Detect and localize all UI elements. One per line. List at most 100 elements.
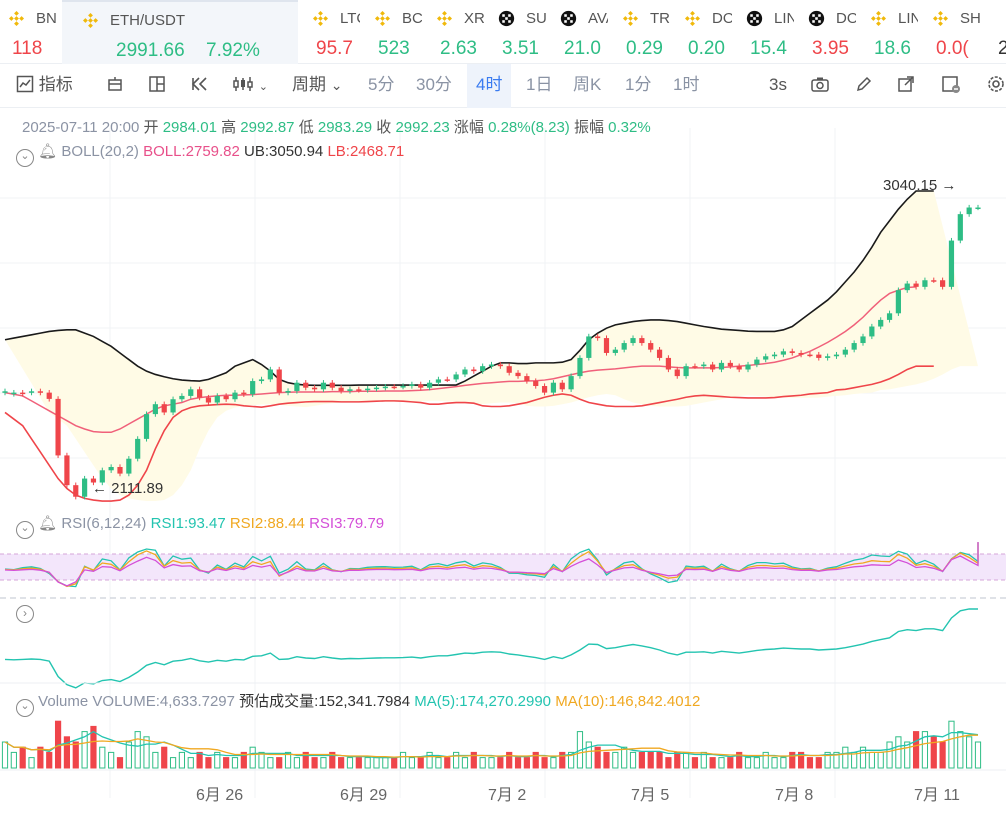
- low-annotation: ← 2111.89: [92, 480, 163, 497]
- candle-body: [99, 470, 105, 483]
- ticker-item[interactable]: SHIB/USDT 0.0(: [924, 0, 980, 64]
- volume-bar: [391, 757, 398, 769]
- candle-body: [179, 395, 185, 400]
- okx-icon: [746, 10, 763, 27]
- replay-button[interactable]: [190, 64, 210, 108]
- candle-body: [285, 390, 291, 393]
- volume-bar: [966, 736, 973, 769]
- candle-body: [559, 382, 565, 390]
- ticker-price: 2.63: [440, 38, 477, 59]
- price-chart-area[interactable]: 2025-07-11 20:00 开 2984.01 高 2992.87 低 2…: [0, 108, 1006, 813]
- ticker-item[interactable]: BCH/USDT 523: [366, 0, 422, 64]
- draw-button[interactable]: [855, 64, 873, 108]
- ticker-price: 0.20: [688, 38, 725, 59]
- ticker-item[interactable]: LTC/USDT 95.7: [304, 0, 360, 64]
- x-axis-label: 7月 11: [914, 787, 960, 804]
- volume-bar: [568, 751, 575, 769]
- screenshot-button[interactable]: [810, 64, 830, 108]
- snapshot-button[interactable]: [941, 64, 961, 108]
- volume-bar: [842, 746, 849, 769]
- layout-button[interactable]: [148, 64, 166, 108]
- candle-body: [214, 395, 220, 403]
- candle-body: [46, 392, 52, 399]
- ticker-item[interactable]: BNB/USDT 118: [0, 0, 56, 64]
- volume-bar: [523, 757, 530, 769]
- binance-icon: [8, 10, 25, 27]
- indicators-button[interactable]: 指标: [16, 64, 73, 108]
- ticker-item[interactable]: ETH/USDT 2991.66 7.92%: [62, 0, 298, 64]
- candle-body: [913, 283, 919, 287]
- ticker-symbol: XRP/USDT: [464, 10, 484, 27]
- interval-1d[interactable]: 1日: [526, 75, 553, 94]
- candle-body: [161, 404, 167, 413]
- candle-body: [550, 382, 557, 393]
- candle-body: [205, 397, 212, 403]
- candle-body: [391, 386, 397, 389]
- ticker-item[interactable]: SUI/USDT 3.51: [490, 0, 546, 64]
- candle-body: [683, 366, 689, 377]
- x-axis-label: 6月 29: [340, 787, 388, 804]
- volume-bar: [72, 741, 79, 769]
- volume-bar: [541, 757, 548, 769]
- volume-bar: [249, 746, 256, 769]
- volume-bar: [196, 751, 203, 769]
- volume-bar: [223, 757, 230, 769]
- ticker-price: 0.0(: [936, 38, 969, 59]
- interval-4h[interactable]: 4时: [467, 64, 512, 108]
- candlestick-chart[interactable]: [0, 108, 1006, 813]
- volume-bar: [408, 757, 415, 769]
- candle-body: [833, 354, 840, 357]
- interval-weekly[interactable]: 周K: [573, 75, 602, 94]
- volume-bar: [621, 746, 628, 769]
- volume-bar: [868, 751, 875, 769]
- candle-body: [621, 343, 627, 350]
- bell-icon[interactable]: 🔔︎: [38, 143, 58, 160]
- candle-type-button[interactable]: [106, 64, 124, 108]
- close-label: 收: [376, 119, 392, 136]
- ticker-item[interactable]: DOGE/USDT 0.20: [676, 0, 732, 64]
- expand-icon[interactable]: ›: [16, 605, 34, 623]
- ticker-item[interactable]: XRP/USDT 2.63: [428, 0, 484, 64]
- volume-bar: [37, 746, 44, 769]
- period-dropdown[interactable]: 周期 ⌄: [292, 64, 342, 108]
- volume-bar: [851, 751, 858, 769]
- ticker-item[interactable]: AVAX/USDT 21.0: [552, 0, 608, 64]
- boll-mid-value: BOLL:2759.82: [143, 143, 240, 160]
- candle-body: [630, 338, 636, 344]
- collapse-icon[interactable]: ⌄: [16, 699, 34, 717]
- volume-bar: [338, 757, 345, 769]
- candle-body: [541, 386, 548, 393]
- settings-button[interactable]: [986, 64, 1006, 108]
- close-value: 2992.23: [395, 119, 450, 136]
- volume-bar: [753, 757, 760, 769]
- ticker-item[interactable]: LINK/USDT 15.4: [738, 0, 794, 64]
- bell-icon[interactable]: 🔔︎: [38, 515, 58, 532]
- ticker-item[interactable]: LINK/USDT 18.6: [862, 0, 918, 64]
- candle-body: [603, 338, 610, 353]
- collapse-icon[interactable]: ⌄: [16, 521, 34, 539]
- interval-5m[interactable]: 5分: [368, 75, 395, 94]
- interval-1m[interactable]: 1分: [625, 75, 652, 94]
- popout-button[interactable]: [897, 64, 915, 108]
- ticker-symbol: BCH/USDT: [402, 10, 422, 27]
- ticker-item[interactable]: DOT/USDT 3.95: [800, 0, 856, 64]
- chevron-down-icon: ⌄: [330, 77, 343, 93]
- rewind-icon: [191, 77, 207, 91]
- interval-1h[interactable]: 1时: [673, 75, 700, 94]
- refresh-rate[interactable]: 3s: [769, 75, 787, 94]
- volume-bar: [320, 757, 327, 769]
- binance-icon: [932, 10, 949, 27]
- candle-body: [656, 349, 663, 358]
- candle-body: [780, 351, 786, 355]
- candle-body: [108, 466, 114, 471]
- candle-body: [851, 343, 857, 350]
- volume-bar: [399, 751, 407, 769]
- candle-style-button[interactable]: ⌄: [232, 64, 268, 108]
- ticker-item[interactable]: TRX/USDT 0.29: [614, 0, 670, 64]
- candle-body: [267, 369, 273, 380]
- ticker-symbol: ETH/USDT: [110, 12, 185, 29]
- ticker-item[interactable]: 22: [988, 0, 1006, 64]
- arrow-left-icon: ←: [92, 480, 107, 497]
- interval-30m[interactable]: 30分: [416, 75, 452, 94]
- collapse-icon[interactable]: ⌄: [16, 149, 34, 167]
